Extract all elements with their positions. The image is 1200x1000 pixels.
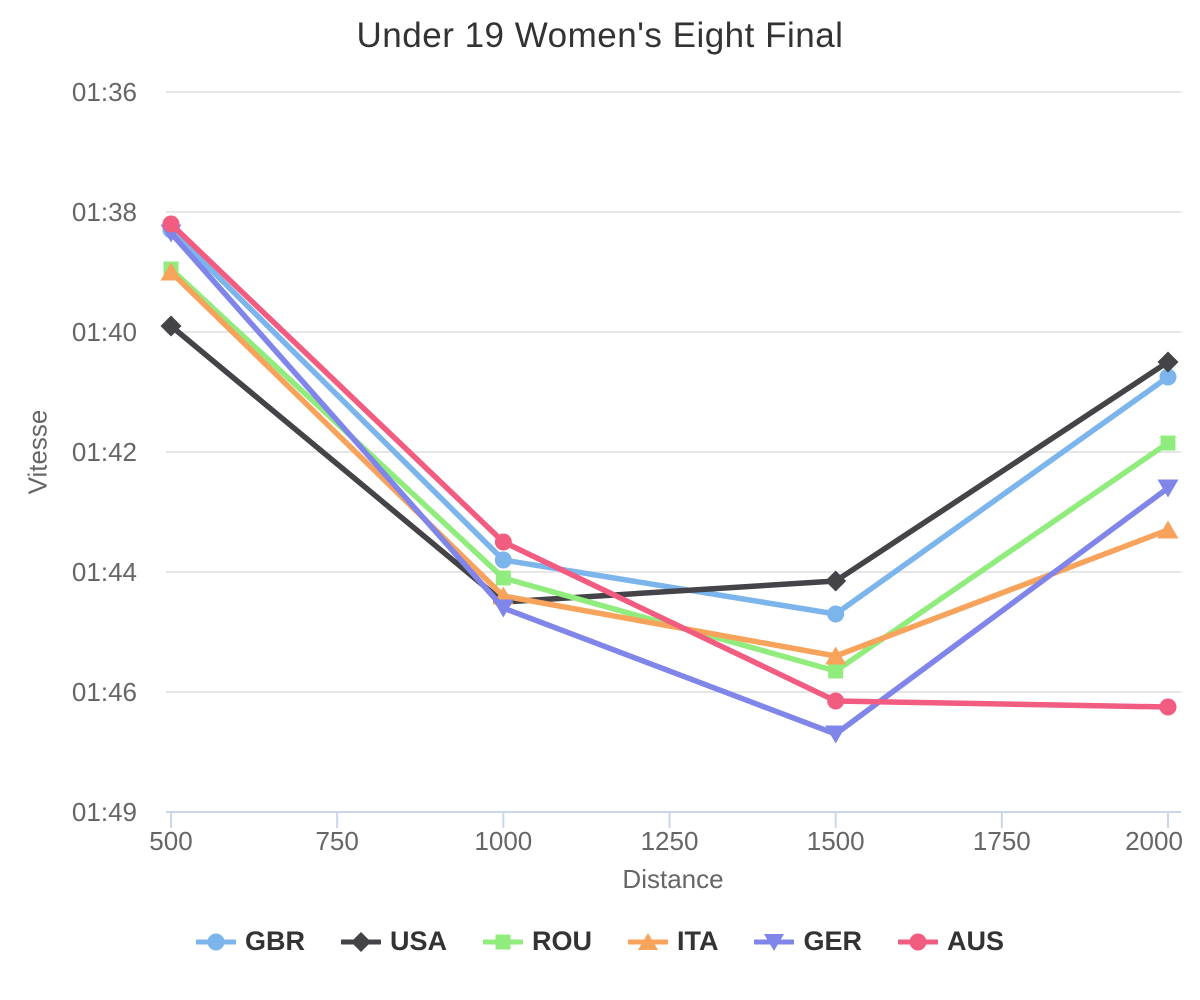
series-ger <box>160 224 1179 744</box>
circle-legend-icon <box>898 933 938 950</box>
legend-label-aus: AUS <box>947 926 1005 956</box>
series-line-rou[interactable] <box>168 266 1171 674</box>
marker-ger[interactable] <box>492 599 514 618</box>
marker-aus[interactable] <box>1159 698 1177 716</box>
marker-rou[interactable] <box>828 663 844 679</box>
legend-marker-usa <box>350 931 371 952</box>
marker-usa[interactable] <box>825 570 847 592</box>
x-tick-label: 1250 <box>641 826 699 856</box>
x-tick-label: 1750 <box>973 826 1031 856</box>
legend-marker-ger <box>764 933 785 951</box>
chart-title: Under 19 Women's Eight Final <box>356 16 844 55</box>
series-line-ger[interactable] <box>168 230 1171 737</box>
marker-ita[interactable] <box>160 262 182 281</box>
series-line-ita[interactable] <box>168 269 1171 659</box>
x-tick-label: 1500 <box>807 826 865 856</box>
marker-gbr[interactable] <box>827 605 845 623</box>
legend-item-usa[interactable]: USA <box>340 926 447 957</box>
series-line-usa[interactable] <box>168 323 1171 605</box>
circle-legend-icon <box>195 933 236 950</box>
y-tick-label: 01:40 <box>72 317 137 347</box>
triangle-down-legend-icon <box>754 933 795 951</box>
y-tick-label: 01:46 <box>72 677 137 707</box>
marker-gbr[interactable] <box>494 551 512 569</box>
series-aus <box>162 215 1177 716</box>
marker-usa[interactable] <box>160 315 182 337</box>
legend-item-gbr[interactable]: GBR <box>195 926 305 957</box>
series-line-gbr[interactable] <box>168 227 1171 617</box>
y-tick-label: 01:42 <box>72 437 137 467</box>
x-tick-label: 500 <box>149 826 192 856</box>
marker-rou[interactable] <box>1160 435 1176 451</box>
y-tick-label: 01:38 <box>72 197 137 227</box>
marker-ita[interactable] <box>825 646 847 665</box>
marker-gbr[interactable] <box>1159 368 1177 386</box>
x-tick-label: 750 <box>315 826 358 856</box>
legend: GBR USA ROU ITA GER AUS <box>0 926 1200 957</box>
legend-item-rou[interactable]: ROU <box>482 926 592 957</box>
legend-marker-gbr <box>207 933 225 950</box>
marker-aus[interactable] <box>494 533 512 551</box>
marker-ger[interactable] <box>825 725 847 744</box>
series-rou <box>163 261 1176 679</box>
legend-label-ger: GER <box>803 926 862 956</box>
x-tick-label: 2000 <box>1125 826 1183 856</box>
x-axis-title: Distance <box>622 864 724 894</box>
marker-aus[interactable] <box>162 215 180 233</box>
marker-ger[interactable] <box>1157 479 1179 498</box>
legend-item-ger[interactable]: GER <box>754 926 862 957</box>
marker-aus[interactable] <box>827 692 845 710</box>
series-ita <box>160 262 1179 665</box>
series-gbr <box>162 221 1177 623</box>
triangle-legend-icon <box>627 932 668 950</box>
legend-marker-rou <box>495 934 511 949</box>
legend-item-aus[interactable]: AUS <box>898 926 1004 957</box>
y-tick-label: 01:49 <box>72 797 137 827</box>
y-tick-label: 01:36 <box>72 77 137 107</box>
marker-rou[interactable] <box>495 570 511 586</box>
y-tick-label: 01:44 <box>72 557 137 587</box>
square-legend-icon <box>482 934 523 949</box>
marker-usa[interactable] <box>1157 351 1179 373</box>
legend-marker-ita <box>637 932 658 950</box>
y-axis-title-text: Vitesse <box>22 409 53 495</box>
x-tick-label: 1000 <box>474 826 532 856</box>
legend-label-rou: ROU <box>531 926 592 956</box>
series-line-aus[interactable] <box>168 221 1171 710</box>
diamond-legend-icon <box>340 931 381 952</box>
marker-ita[interactable] <box>1157 520 1179 539</box>
legend-label-usa: USA <box>389 926 447 956</box>
legend-item-ita[interactable]: ITA <box>627 926 719 957</box>
legend-marker-aus <box>909 933 927 950</box>
legend-label-ita: ITA <box>676 926 719 956</box>
legend-label-gbr: GBR <box>244 926 305 956</box>
